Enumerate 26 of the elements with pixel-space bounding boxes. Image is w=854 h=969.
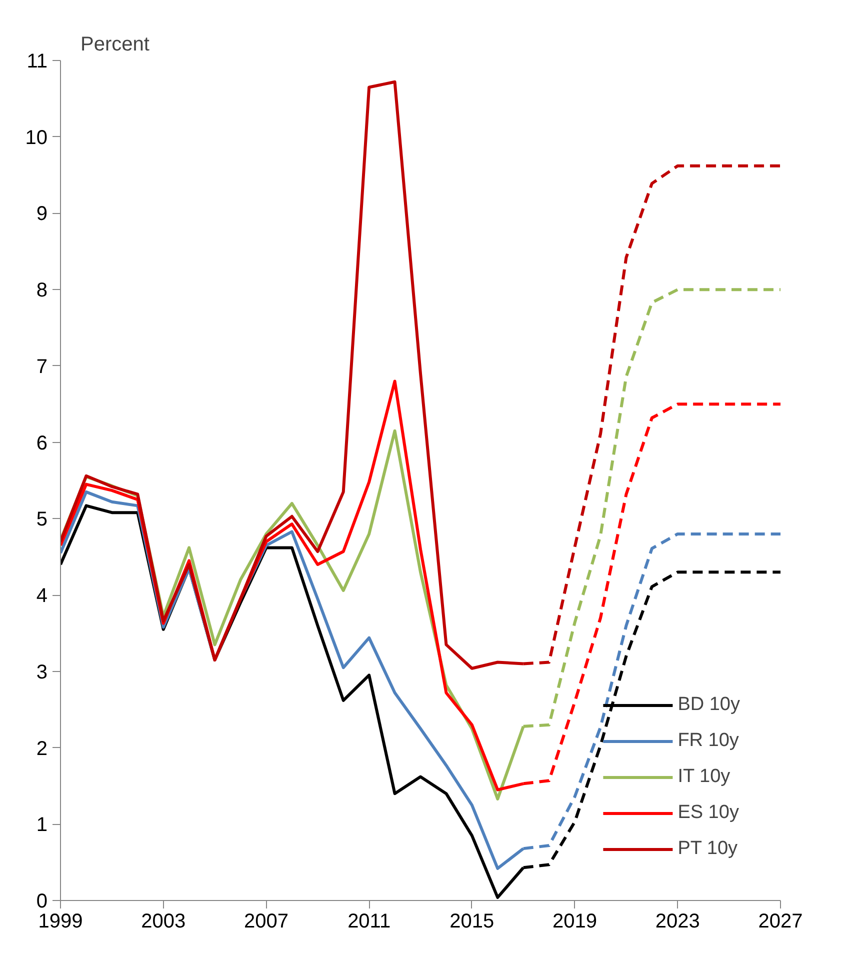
legend-label: ES 10y — [678, 802, 739, 824]
x-tick-label: 1999 — [38, 910, 83, 932]
y-tick-label: 7 — [36, 356, 48, 378]
legend-label: BD 10y — [678, 694, 740, 716]
y-tick-label: 5 — [36, 508, 48, 531]
x-tick-label: 2011 — [348, 910, 391, 932]
y-tick-label: 0 — [36, 890, 48, 912]
y-tick-label: 4 — [36, 585, 48, 608]
x-tick-label: 2007 — [244, 910, 288, 932]
y-tick-label: 9 — [36, 203, 48, 226]
x-tick-label: 2003 — [141, 910, 186, 932]
y-tick-label: 8 — [36, 280, 48, 302]
x-tick-label: 2015 — [450, 910, 494, 932]
y-tick-label: 11 — [26, 50, 48, 72]
y-tick-label: 1 — [36, 814, 48, 836]
legend-label: PT 10y — [678, 838, 738, 860]
y-tick-label: 3 — [36, 661, 48, 684]
legend-label: IT 10y — [678, 766, 730, 788]
y-tick-label: 6 — [36, 432, 48, 454]
y-tick-label: 10 — [25, 126, 48, 149]
y-tick-label: 2 — [36, 738, 48, 760]
y-axis-title: Percent — [80, 34, 150, 56]
legend-label: FR 10y — [678, 730, 739, 752]
x-tick-label: 2027 — [758, 910, 803, 932]
x-tick-label: 2019 — [552, 910, 598, 932]
x-tick-label: 2023 — [655, 910, 700, 932]
